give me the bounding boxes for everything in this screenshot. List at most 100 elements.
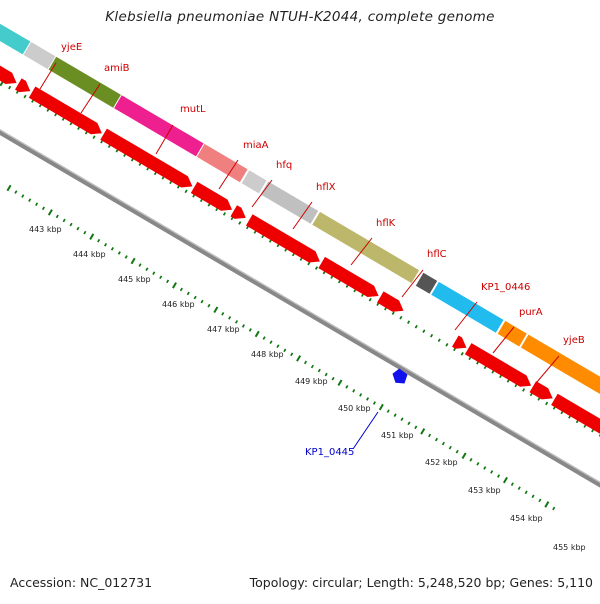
inner-tick xyxy=(297,356,300,362)
inner-tick xyxy=(387,410,389,413)
cds-arrow[interactable] xyxy=(377,291,404,311)
kbp-label-453: 453 kbp xyxy=(468,486,501,495)
inner-tick xyxy=(243,325,245,328)
leader-line-KP1_0445 xyxy=(353,412,378,449)
gene-label-hflK[interactable]: hflK xyxy=(376,218,396,229)
gene-bar-unlabeled[interactable] xyxy=(24,42,56,69)
cds-arrow[interactable] xyxy=(452,336,467,349)
gene-label-KP1_0446[interactable]: KP1_0446 xyxy=(481,282,530,293)
inner-tick xyxy=(29,199,31,202)
inner-tick xyxy=(7,185,10,191)
inner-tick xyxy=(305,361,307,364)
kbp-label-454: 454 kbp xyxy=(510,514,543,523)
inner-tick xyxy=(353,389,355,392)
cds-arrow[interactable] xyxy=(231,205,246,219)
gene-bar-yjeE[interactable] xyxy=(0,23,30,54)
inner-tick xyxy=(332,377,334,380)
kbp-label-444: 444 kbp xyxy=(73,250,106,259)
inner-tick xyxy=(553,507,555,510)
gene-label-mutL[interactable]: mutL xyxy=(180,104,206,115)
inner-tick xyxy=(63,219,65,222)
inner-tick xyxy=(415,426,417,429)
inner-tick xyxy=(208,304,210,307)
inner-tick xyxy=(325,373,327,376)
inner-tick xyxy=(201,300,203,303)
outer-tick xyxy=(461,352,463,355)
inner-tick xyxy=(263,337,265,340)
outer-tick xyxy=(9,86,11,89)
accession-text: Accession: NC_012731 xyxy=(10,575,152,590)
outer-tick xyxy=(408,321,410,324)
inner-tick xyxy=(125,256,127,259)
cds-arrow[interactable] xyxy=(530,381,553,399)
gene-label-hfq[interactable]: hfq xyxy=(276,160,292,171)
inner-tick xyxy=(173,283,176,289)
inner-tick xyxy=(84,231,86,234)
inner-tick xyxy=(56,215,58,218)
inner-tick xyxy=(484,467,486,470)
inner-tick xyxy=(312,365,314,368)
inner-tick xyxy=(70,223,72,226)
inner-tick xyxy=(167,280,169,283)
gene-label-amiB[interactable]: amiB xyxy=(104,63,130,74)
inner-tick xyxy=(338,380,341,386)
outer-tick xyxy=(24,95,26,98)
inner-tick xyxy=(360,394,362,397)
outer-tick xyxy=(423,330,425,333)
inner-tick xyxy=(408,422,410,425)
inner-tick xyxy=(160,276,162,279)
gene-label-purA[interactable]: purA xyxy=(519,307,543,318)
inner-tick xyxy=(22,195,24,198)
kbp-label-443: 443 kbp xyxy=(29,225,62,234)
outer-tick xyxy=(431,334,433,337)
gene-label-miaA[interactable]: miaA xyxy=(243,140,269,151)
outer-tick xyxy=(185,190,187,193)
inner-tick xyxy=(518,487,520,490)
outer-tick xyxy=(446,343,448,346)
gene-label-yjeB[interactable]: yjeB xyxy=(563,335,585,346)
inner-tick xyxy=(98,239,100,242)
kbp-label-455: 455 kbp xyxy=(553,543,586,552)
gene-label-yjeE[interactable]: yjeE xyxy=(61,42,82,53)
cds-arrow[interactable] xyxy=(0,59,17,84)
gene-bar-hflX[interactable] xyxy=(261,182,319,224)
inner-tick xyxy=(498,475,500,478)
topology-text: Topology: circular; Length: 5,248,520 bp… xyxy=(250,575,593,590)
inner-tick xyxy=(421,429,424,435)
cds-arrow[interactable] xyxy=(15,78,30,92)
cds-arrow[interactable] xyxy=(318,257,378,297)
inner-tick xyxy=(256,331,259,337)
inner-tick xyxy=(222,312,224,315)
inner-tick xyxy=(112,247,114,250)
gene-bar-yjeB[interactable] xyxy=(498,321,527,347)
inner-tick xyxy=(380,404,383,410)
outer-tick xyxy=(438,339,440,342)
genome-backbone xyxy=(0,118,600,497)
cds-arrow[interactable] xyxy=(465,343,531,387)
gene-bar-hfq[interactable] xyxy=(242,170,267,193)
gene-label-hflC[interactable]: hflC xyxy=(427,249,447,260)
outer-tick xyxy=(546,402,548,405)
inner-tick xyxy=(36,203,38,206)
inner-tick xyxy=(512,483,514,486)
inner-tick xyxy=(49,210,52,216)
inner-tick xyxy=(277,345,279,348)
cds-arrow[interactable] xyxy=(191,182,232,211)
inner-tick xyxy=(545,502,548,508)
kbp-label-450: 450 kbp xyxy=(338,404,371,413)
map-title: Klebsiella pneumoniae NTUH-K2044, comple… xyxy=(0,9,600,25)
inner-tick xyxy=(491,471,493,474)
inner-tick xyxy=(318,369,320,372)
outer-tick xyxy=(239,222,241,225)
gene-label-hflX[interactable]: hflX xyxy=(316,182,336,193)
gene-bar-track xyxy=(0,23,600,421)
inner-tick xyxy=(449,446,451,449)
inner-tick xyxy=(504,477,507,483)
inner-tick xyxy=(229,316,231,319)
inner-tick xyxy=(139,264,141,267)
gene-bar-miaA[interactable] xyxy=(197,144,248,182)
outer-tick xyxy=(392,312,394,315)
gene-label-KP1_0445[interactable]: KP1_0445 xyxy=(305,447,354,458)
